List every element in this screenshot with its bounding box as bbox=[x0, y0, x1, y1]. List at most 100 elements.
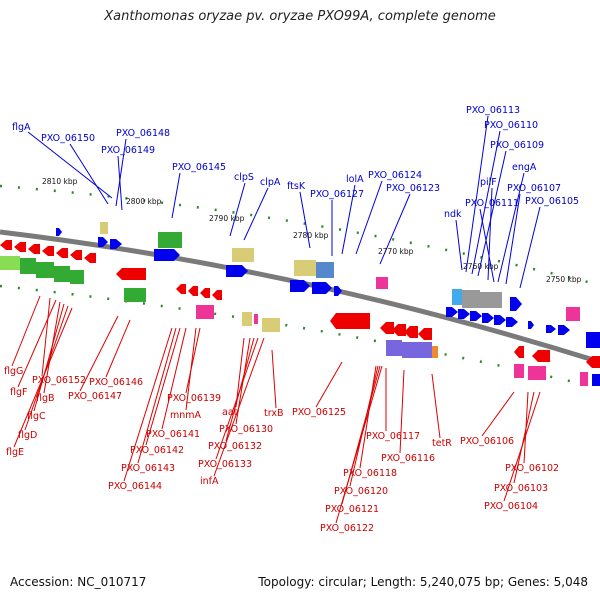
gene-label[interactable]: engA bbox=[512, 162, 537, 173]
gene-annotation-block[interactable] bbox=[580, 372, 588, 386]
gene-label[interactable]: flgG bbox=[4, 366, 23, 377]
gene-label[interactable]: pilF bbox=[480, 177, 497, 188]
gene-label[interactable]: flgC bbox=[27, 411, 46, 422]
gene-label[interactable]: PXO_06124 bbox=[368, 170, 422, 181]
gene-label[interactable]: lolA bbox=[346, 174, 364, 185]
gene-label[interactable]: PXO_06103 bbox=[494, 483, 548, 494]
reverse-gene-arrow[interactable] bbox=[586, 356, 600, 368]
gene-label[interactable]: aat bbox=[222, 407, 238, 418]
gene-label[interactable]: PXO_06142 bbox=[130, 445, 184, 456]
gene-annotation-block[interactable] bbox=[54, 266, 70, 282]
gene-annotation-block[interactable] bbox=[462, 290, 480, 308]
gene-annotation-block[interactable] bbox=[262, 318, 280, 332]
gene-label[interactable]: PXO_06109 bbox=[490, 140, 544, 151]
forward-gene-arrow[interactable] bbox=[482, 313, 494, 323]
reverse-gene-arrow[interactable] bbox=[70, 250, 82, 260]
reverse-gene-arrow[interactable] bbox=[28, 244, 40, 254]
gene-label[interactable]: PXO_06132 bbox=[208, 441, 262, 452]
gene-label[interactable]: PXO_06150 bbox=[41, 133, 95, 144]
forward-gene-arrow[interactable] bbox=[98, 237, 108, 247]
gene-label[interactable]: PXO_06120 bbox=[334, 486, 388, 497]
forward-gene-arrow[interactable] bbox=[290, 280, 310, 292]
gene-annotation-block[interactable] bbox=[294, 260, 316, 276]
reverse-gene-arrow[interactable] bbox=[200, 288, 210, 298]
forward-gene-arrow[interactable] bbox=[494, 315, 506, 325]
gene-annotation-block[interactable] bbox=[196, 305, 214, 319]
gene-annotation-block[interactable] bbox=[0, 256, 20, 270]
gene-annotation-block[interactable] bbox=[158, 232, 182, 248]
gene-annotation-block[interactable] bbox=[480, 292, 502, 308]
reverse-gene-arrow[interactable] bbox=[56, 248, 68, 258]
gene-label[interactable]: PXO_06146 bbox=[89, 377, 143, 388]
forward-gene-arrow[interactable] bbox=[334, 286, 342, 296]
gene-label[interactable]: PXO_06113 bbox=[466, 105, 520, 116]
gene-label[interactable]: ftsK bbox=[287, 181, 306, 192]
gene-annotation-block[interactable] bbox=[514, 364, 524, 378]
gene-label[interactable]: PXO_06130 bbox=[219, 424, 273, 435]
gene-label[interactable]: PXO_06102 bbox=[505, 463, 559, 474]
gene-annotation-block[interactable] bbox=[124, 288, 146, 302]
gene-label[interactable]: mnmA bbox=[170, 410, 202, 421]
gene-annotation-block[interactable] bbox=[566, 307, 580, 321]
reverse-gene-arrow[interactable] bbox=[42, 246, 54, 256]
gene-label[interactable]: PXO_06111 bbox=[465, 198, 519, 209]
gene-label[interactable]: PXO_06107 bbox=[507, 183, 561, 194]
gene-annotation-block[interactable] bbox=[452, 289, 462, 305]
gene-label[interactable]: trxB bbox=[264, 408, 284, 419]
reverse-gene-arrow[interactable] bbox=[84, 253, 96, 263]
gene-label[interactable]: PXO_06145 bbox=[172, 162, 226, 173]
forward-gene-arrow[interactable] bbox=[110, 239, 122, 249]
gene-label[interactable]: ndk bbox=[444, 209, 462, 220]
forward-gene-arrow[interactable] bbox=[56, 228, 62, 236]
gene-label[interactable]: PXO_06143 bbox=[121, 463, 175, 474]
gene-annotation-block[interactable] bbox=[386, 340, 402, 356]
gene-label[interactable]: PXO_06106 bbox=[460, 436, 514, 447]
gene-label[interactable]: PXO_06123 bbox=[386, 183, 440, 194]
gene-label[interactable]: PXO_06118 bbox=[343, 468, 397, 479]
gene-annotation-block[interactable] bbox=[20, 258, 36, 274]
gene-label[interactable]: PXO_06125 bbox=[292, 407, 346, 418]
reverse-gene-arrow[interactable] bbox=[532, 350, 550, 362]
reverse-gene-arrow[interactable] bbox=[404, 326, 418, 338]
forward-gene-arrow[interactable] bbox=[470, 311, 482, 321]
reverse-gene-arrow[interactable] bbox=[418, 328, 432, 340]
gene-label[interactable]: PXO_06122 bbox=[320, 523, 374, 534]
forward-gene-arrow[interactable] bbox=[446, 307, 458, 317]
gene-annotation-block[interactable] bbox=[528, 366, 546, 380]
gene-label[interactable]: PXO_06127 bbox=[310, 189, 364, 200]
reverse-gene-arrow[interactable] bbox=[380, 322, 394, 334]
forward-gene-arrow[interactable] bbox=[558, 325, 570, 335]
forward-gene-arrow[interactable] bbox=[312, 282, 332, 294]
forward-gene-arrow[interactable] bbox=[458, 309, 470, 319]
gene-label[interactable]: tetR bbox=[432, 438, 452, 449]
gene-annotation-block[interactable] bbox=[232, 248, 254, 262]
gene-annotation-block[interactable] bbox=[586, 332, 600, 348]
forward-gene-arrow[interactable] bbox=[510, 297, 522, 311]
gene-label[interactable]: PXO_06121 bbox=[325, 504, 379, 515]
gene-label[interactable]: PXO_06149 bbox=[101, 145, 155, 156]
gene-label[interactable]: flgA bbox=[12, 122, 31, 133]
gene-label[interactable]: PXO_06152 bbox=[32, 375, 86, 386]
gene-label[interactable]: PXO_06116 bbox=[381, 453, 435, 464]
gene-label[interactable]: flgD bbox=[18, 430, 37, 441]
gene-label[interactable]: PXO_06147 bbox=[68, 391, 122, 402]
forward-gene-arrow[interactable] bbox=[506, 317, 518, 327]
gene-annotation-block[interactable] bbox=[100, 222, 108, 234]
gene-label[interactable]: clpS bbox=[234, 172, 254, 183]
gene-label[interactable]: flgB bbox=[36, 393, 55, 404]
gene-label[interactable]: flgF bbox=[10, 387, 27, 398]
reverse-gene-arrow[interactable] bbox=[188, 286, 198, 296]
reverse-gene-arrow[interactable] bbox=[392, 324, 406, 336]
gene-label[interactable]: PXO_06117 bbox=[366, 431, 420, 442]
reverse-gene-arrow[interactable] bbox=[176, 284, 186, 294]
reverse-gene-arrow[interactable] bbox=[0, 240, 12, 250]
reverse-gene-arrow[interactable] bbox=[212, 290, 222, 300]
gene-label[interactable]: PXO_06139 bbox=[167, 393, 221, 404]
forward-gene-arrow[interactable] bbox=[226, 265, 248, 277]
gene-annotation-block[interactable] bbox=[402, 342, 432, 358]
reverse-gene-arrow[interactable] bbox=[14, 242, 26, 252]
forward-gene-arrow[interactable] bbox=[528, 321, 534, 329]
forward-gene-arrow[interactable] bbox=[546, 325, 556, 333]
reverse-gene-arrow[interactable] bbox=[116, 268, 146, 280]
gene-label[interactable]: flgE bbox=[6, 447, 24, 458]
